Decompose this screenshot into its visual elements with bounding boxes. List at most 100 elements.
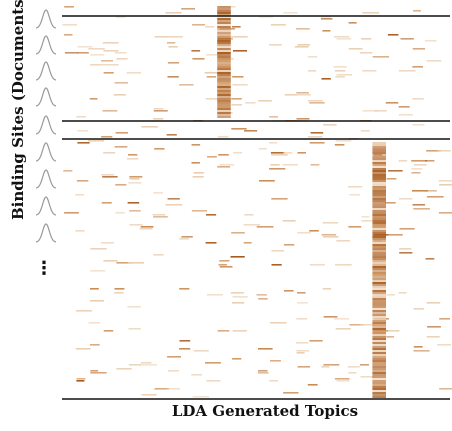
matrix-cell: [217, 52, 231, 54]
matrix-cell: [206, 294, 223, 296]
matrix-cell: [372, 374, 386, 376]
matrix-cell: [256, 294, 267, 296]
matrix-cell: [372, 162, 386, 164]
matrix-cell: [372, 56, 390, 58]
matrix-cell: [425, 160, 435, 162]
matrix-cell: [372, 354, 386, 356]
matrix-cell: [372, 360, 386, 362]
matrix-cell: [372, 148, 386, 150]
matrix-cell: [333, 36, 350, 38]
matrix-cell: [372, 306, 386, 308]
matrix-cell: [179, 288, 190, 290]
matrix-cell: [152, 214, 166, 216]
matrix-cell: [165, 204, 183, 206]
matrix-cell: [372, 334, 386, 336]
matrix-cell: [426, 60, 442, 62]
matrix-cell: [128, 364, 141, 366]
matrix-cell: [75, 348, 91, 350]
matrix-cell: [245, 102, 256, 104]
matrix-cell: [372, 366, 386, 368]
matrix-cell: [62, 24, 77, 26]
bell-curve-icon: [35, 223, 57, 243]
matrix-cell: [333, 66, 347, 68]
matrix-cell: [283, 12, 298, 14]
matrix-cell: [438, 180, 452, 182]
matrix-cell: [335, 140, 352, 142]
matrix-cell: [114, 52, 127, 54]
matrix-cell: [297, 302, 308, 304]
matrix-cell: [388, 234, 403, 236]
matrix-cell: [372, 322, 386, 324]
matrix-cell: [372, 144, 386, 146]
matrix-cell: [217, 102, 231, 104]
matrix-cell: [284, 94, 297, 96]
matrix-cell: [372, 244, 386, 246]
matrix-cell: [372, 142, 386, 144]
matrix-cell: [230, 256, 245, 258]
matrix-cell: [217, 20, 231, 22]
matrix-cell: [439, 318, 450, 320]
matrix-cell: [103, 330, 114, 332]
matrix-cell: [217, 114, 231, 116]
matrix-cell: [217, 100, 231, 102]
matrix-cell: [309, 230, 319, 232]
matrix-cell: [75, 194, 85, 196]
matrix-cell: [232, 296, 248, 298]
matrix-cell: [167, 42, 176, 44]
matrix-cell: [233, 152, 243, 154]
matrix-cell: [372, 260, 386, 262]
matrix-cell: [372, 290, 386, 292]
matrix-cell: [336, 380, 350, 382]
matrix-cell: [179, 84, 194, 86]
matrix-cell: [362, 12, 379, 14]
matrix-cell: [374, 110, 387, 112]
matrix-cell: [372, 182, 386, 184]
matrix-cell: [309, 102, 325, 104]
matrix-cell: [321, 78, 331, 80]
matrix-cell: [372, 194, 386, 196]
matrix-cell: [413, 208, 430, 210]
matrix-cell: [372, 266, 386, 268]
matrix-cell: [244, 214, 254, 216]
matrix-cell: [217, 78, 231, 80]
matrix-cell: [153, 118, 164, 120]
matrix-cell: [360, 130, 370, 132]
matrix-cell: [154, 388, 169, 390]
matrix-cell: [427, 326, 441, 328]
matrix-cell: [348, 22, 357, 24]
matrix-cell: [258, 298, 268, 300]
matrix-cell: [372, 198, 386, 200]
matrix-cell: [385, 202, 396, 204]
matrix-cell: [372, 332, 386, 334]
matrix-cell: [372, 240, 386, 242]
matrix-cell: [217, 104, 231, 106]
matrix-cell: [165, 12, 182, 14]
matrix-cell: [217, 44, 231, 46]
matrix-cell: [322, 222, 339, 224]
matrix-cell: [321, 234, 337, 236]
matrix-cell: [244, 130, 258, 132]
matrix-cell: [283, 152, 293, 154]
matrix-cell: [372, 172, 386, 174]
matrix-cell: [386, 178, 397, 180]
matrix-cell: [232, 84, 248, 86]
matrix-cell: [101, 136, 113, 138]
matrix-cell: [372, 154, 386, 156]
matrix-cell: [258, 348, 273, 350]
matrix-cell: [297, 366, 311, 368]
matrix-cell: [426, 336, 440, 338]
matrix-cell: [217, 166, 231, 168]
matrix-cell: [181, 236, 193, 238]
matrix-cell: [336, 240, 351, 242]
matrix-cell: [372, 352, 386, 354]
matrix-cell: [217, 26, 231, 28]
matrix-cell: [217, 74, 231, 76]
matrix-cell: [230, 292, 244, 294]
matrix-cell: [217, 108, 231, 110]
matrix-cell: [425, 258, 435, 260]
matrix-cell: [128, 328, 141, 330]
matrix-cell: [372, 342, 386, 344]
matrix-cell: [217, 66, 231, 68]
matrix-cell: [231, 104, 242, 106]
matrix-cell: [217, 112, 231, 114]
